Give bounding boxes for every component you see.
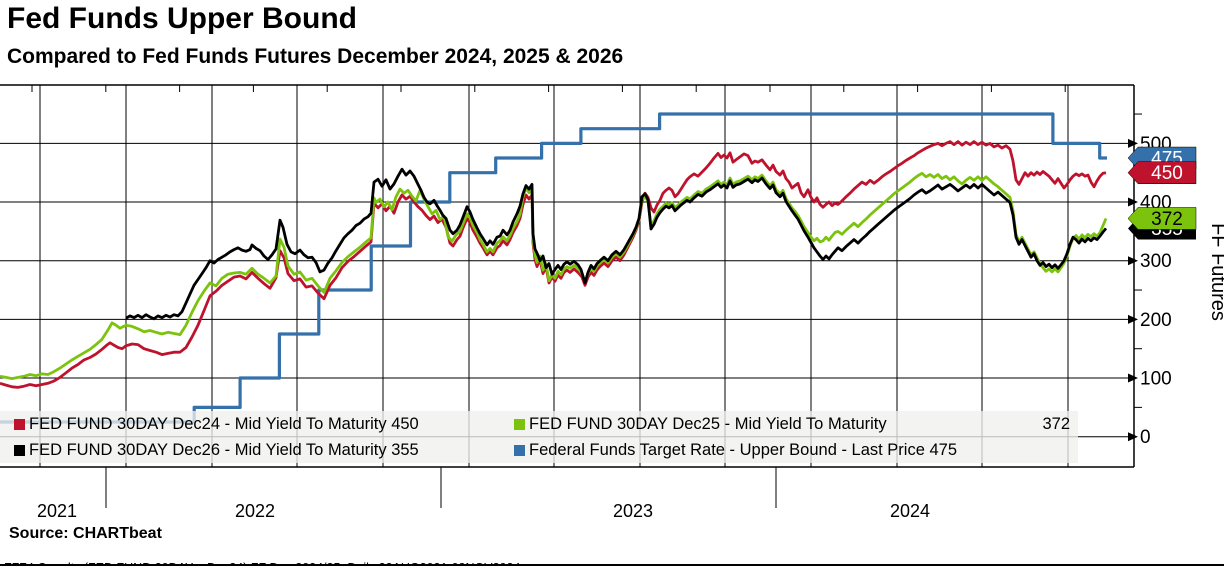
series-dec26-line [125, 167, 1108, 321]
target-rate-swatch-icon [514, 444, 525, 456]
legend-label: FED FUND 30DAY Dec25 - Mid Yield To Matu… [529, 414, 887, 433]
series-dec25-line [0, 171, 1108, 380]
legend-label: Federal Funds Target Rate - Upper Bound … [529, 440, 958, 459]
y-tick-label: 0 [1140, 427, 1151, 448]
page-title: Fed Funds Upper Bound [7, 2, 357, 35]
dec26-swatch-icon [14, 444, 25, 456]
y-tick-label: 100 [1140, 369, 1172, 390]
legend-item-dec25[interactable]: FED FUND 30DAY Dec25 - Mid Yield To Matu… [514, 411, 1070, 437]
chart-legend: FED FUND 30DAY Dec24 - Mid Yield To Matu… [0, 411, 1078, 463]
price-flag [1127, 207, 1197, 230]
page-subtitle: Compared to Fed Funds Futures December 2… [7, 45, 624, 68]
source-line: Source: CHARTbeat [9, 525, 162, 542]
y-tick-arrow-icon [1128, 197, 1138, 207]
price-flag-label: 372 [1151, 209, 1183, 230]
y-axis-title: FF Futures [1207, 223, 1224, 321]
price-flag-label: 450 [1151, 163, 1183, 184]
dec25-swatch-icon [514, 418, 525, 430]
year-label: 2021 [36, 501, 78, 521]
footer-security-info: FFZ4 Comdty (FED FUND 30DAY Dec24) FF De… [4, 561, 520, 566]
y-tick-label: 200 [1140, 310, 1172, 331]
legend-item-dec24[interactable]: FED FUND 30DAY Dec24 - Mid Yield To Matu… [14, 411, 510, 437]
legend-label: FED FUND 30DAY Dec24 - Mid Yield To Matu… [29, 414, 419, 433]
dec24-swatch-icon [14, 418, 25, 430]
legend-item-dec26[interactable]: FED FUND 30DAY Dec26 - Mid Yield To Matu… [14, 437, 510, 463]
y-tick-arrow-icon [1128, 138, 1138, 148]
y-tick-arrow-icon [1128, 432, 1138, 442]
legend-item-target-rate[interactable]: Federal Funds Target Rate - Upper Bound … [514, 437, 1070, 463]
legend-value: 372 [1042, 414, 1070, 433]
y-tick-label: 300 [1140, 251, 1172, 272]
y-tick-arrow-icon [1128, 373, 1138, 383]
year-label: 2024 [889, 501, 931, 521]
series-target-rate-line [0, 112, 1107, 424]
y-tick-arrow-icon [1128, 256, 1138, 266]
legend-label: FED FUND 30DAY Dec26 - Mid Yield To Matu… [29, 440, 419, 459]
year-label: 2022 [234, 501, 276, 521]
y-tick-arrow-icon [1128, 314, 1138, 324]
price-flag [1127, 161, 1197, 184]
bottom-divider [0, 564, 1224, 566]
year-label: 2023 [612, 501, 654, 521]
footer-bar: FFZ4 Comdty (FED FUND 30DAY Dec24) FF De… [0, 547, 1224, 566]
